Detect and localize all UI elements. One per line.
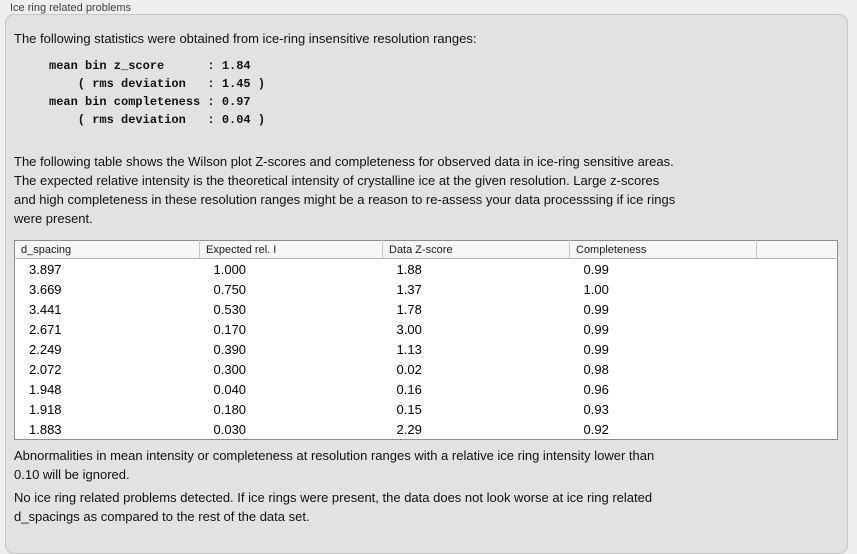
table-cell: 1.78	[396, 301, 422, 317]
table-cell: 0.92	[583, 421, 609, 437]
table-cell: 0.300	[213, 361, 247, 377]
column-header[interactable]: d_spacing	[14, 240, 200, 259]
table-cell: 2.249	[29, 341, 62, 357]
table-cell	[757, 279, 838, 299]
table-cell: 0.99	[583, 301, 609, 317]
table-row[interactable]: 1.883 0.030 2.29 0.92	[15, 419, 838, 440]
table-row[interactable]: 3.441 0.530 1.78 0.99	[15, 299, 838, 319]
table-cell: 1.88	[396, 261, 422, 277]
table-cell: 0.96	[583, 381, 609, 397]
column-header[interactable]: Data Z-score	[382, 240, 570, 259]
footnote-text: Abnormalities in mean intensity or compl…	[14, 448, 655, 482]
table-cell: 1.883	[29, 421, 62, 437]
table-cell: 1.37	[396, 281, 422, 297]
table-cell: 0.99	[583, 341, 609, 357]
table-cell: 3.00	[396, 321, 422, 337]
table-cell: 3.669	[29, 281, 62, 297]
ice-ring-statistics-block: mean bin z_score : 1.84 ( rms deviation …	[49, 59, 266, 127]
table-cell: 0.16	[396, 381, 422, 397]
column-header[interactable]: Completeness	[569, 240, 757, 259]
table-cell	[757, 259, 838, 280]
table-cell: 0.98	[583, 361, 609, 377]
table-cell: 1.918	[29, 401, 62, 417]
table-row[interactable]: 3.897 1.000 1.88 0.99	[15, 259, 838, 280]
table-cell: 0.93	[583, 401, 609, 417]
table-cell	[757, 419, 838, 440]
table-row[interactable]: 2.072 0.300 0.02 0.98	[15, 359, 838, 379]
table-row[interactable]: 3.669 0.750 1.37 1.00	[15, 279, 838, 299]
table-row[interactable]: 2.671 0.170 3.00 0.99	[15, 319, 838, 339]
table-cell: 1.000	[213, 261, 247, 277]
table-cell	[757, 339, 838, 359]
table-cell: 1.948	[29, 381, 62, 397]
table-cell: 1.00	[583, 281, 609, 297]
table-cell	[757, 359, 838, 379]
table-cell	[757, 399, 838, 419]
table-cell: 3.441	[29, 301, 62, 317]
ice-ring-table[interactable]: d_spacing Expected rel. I Data Z-score Comp…	[14, 240, 838, 440]
table-cell: 0.170	[213, 321, 247, 337]
group-box-title: Ice ring related problems	[10, 2, 132, 14]
table-cell: 0.040	[213, 381, 247, 397]
table-row[interactable]: 1.918 0.180 0.15 0.93	[15, 399, 838, 419]
table-cell	[757, 379, 838, 399]
conclusion-text: No ice ring related problems detected. I…	[14, 490, 653, 524]
table-description-text: The following table shows the Wilson plo…	[14, 154, 676, 226]
table-cell	[757, 319, 838, 339]
table-cell: 0.99	[583, 261, 609, 277]
table-cell: 2.671	[29, 321, 62, 337]
ice-ring-sensitive-table[interactable]: d_spacing Expected rel. I Data Z-score Comp…	[14, 240, 838, 440]
table-row[interactable]: 2.249 0.390 1.13 0.99	[15, 339, 838, 359]
table-cell: 0.180	[213, 401, 247, 417]
table-cell	[757, 299, 838, 319]
column-header[interactable]: Expected rel. I	[199, 240, 383, 259]
table-cell: 2.072	[29, 361, 62, 377]
table-cell: 3.897	[29, 261, 62, 277]
table-cell: 0.02	[396, 361, 422, 377]
table-cell: 0.030	[213, 421, 247, 437]
table-header-row: d_spacing Expected rel. I Data Z-score Comp…	[14, 240, 838, 259]
table-cell: 0.530	[213, 301, 247, 317]
table-cell: 2.29	[396, 421, 422, 437]
table-row[interactable]: 1.948 0.040 0.16 0.96	[15, 379, 838, 399]
table-cell: 0.99	[583, 321, 609, 337]
intro-text: The following statistics were obtained f…	[14, 31, 477, 46]
table-cell: 0.15	[396, 401, 422, 417]
column-header[interactable]	[756, 240, 838, 259]
table-cell: 1.13	[396, 341, 422, 357]
table-cell: 0.390	[213, 341, 247, 357]
table-cell: 0.750	[213, 281, 247, 297]
